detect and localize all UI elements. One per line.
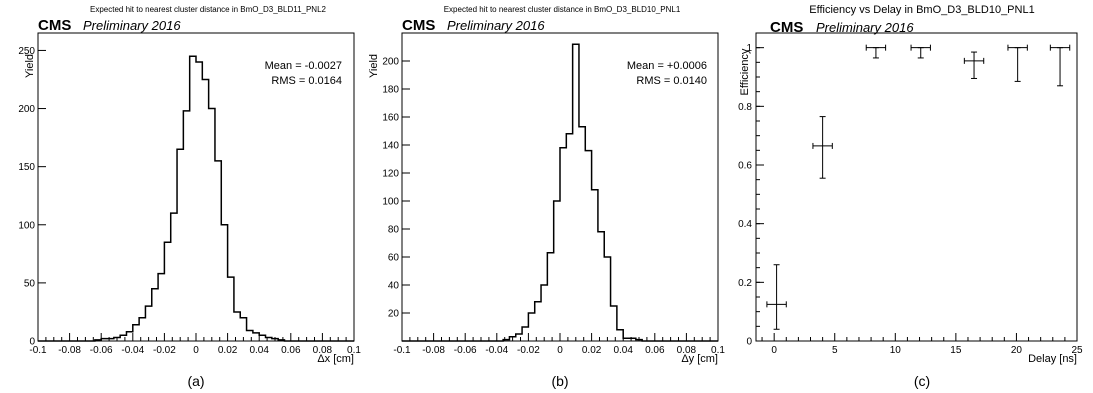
panel-b-status: Preliminary 2016 <box>447 18 545 33</box>
b-y-tick-label: 120 <box>382 169 399 180</box>
a-x-tick-label: -0.08 <box>58 345 81 356</box>
b-y-tick-label: 40 <box>388 281 400 292</box>
b-y-tick-label: 60 <box>388 253 400 264</box>
b-x-tick-label: 0.08 <box>677 345 697 356</box>
a-x-tick-label: 0.02 <box>218 345 238 356</box>
a-y-tick-label: 250 <box>18 46 35 57</box>
panel-c-caption: (c) <box>914 373 930 389</box>
panel-a-rms: RMS = 0.0164 <box>271 75 342 87</box>
b-y-tick-label: 80 <box>388 225 400 236</box>
c-x-tick-label: 25 <box>1071 345 1083 356</box>
a-y-tick-label: 150 <box>18 162 35 173</box>
panel-c: Efficiency vs Delay in BmO_D3_BLD10_PNL1… <box>738 4 1083 389</box>
a-x-tick-label: -0.04 <box>121 345 144 356</box>
a-x-tick-label: 0.1 <box>347 345 361 356</box>
c-x-tick-label: 10 <box>890 345 902 356</box>
panel-a-y-ticks: 0 50 100 150 200 250 <box>18 46 46 348</box>
b-x-tick-label: 0.06 <box>645 345 665 356</box>
a-y-tick-label: 50 <box>24 278 36 289</box>
a-x-tick-label: 0.06 <box>281 345 301 356</box>
data-point <box>963 51 985 79</box>
b-x-tick-label: 0.04 <box>613 345 633 356</box>
a-x-tick-label: -0.06 <box>90 345 113 356</box>
panel-b-caption: (b) <box>551 373 568 389</box>
panel-b-title: Expected hit to nearest cluster distance… <box>444 5 681 14</box>
b-x-tick-label: -0.02 <box>517 345 540 356</box>
panel-a-ylabel: Yield <box>24 54 36 78</box>
panel-a-title: Expected hit to nearest cluster distance… <box>90 5 327 14</box>
panel-a: Expected hit to nearest cluster distance… <box>18 5 361 389</box>
b-y-tick-label: 200 <box>382 57 399 68</box>
b-x-tick-label: -0.1 <box>393 345 411 356</box>
panel-b-x-ticks: -0.1 -0.08 -0.06 -0.04 -0.02 0 0.02 0.04 0.06 0.0… <box>393 333 725 356</box>
panel-b: Expected hit to nearest cluster distance… <box>368 5 725 389</box>
b-x-tick-label: -0.04 <box>485 345 508 356</box>
panel-b-rms: RMS = 0.0140 <box>636 75 707 87</box>
panel-c-ylabel: Efficiency <box>739 48 751 95</box>
data-point <box>1007 44 1028 82</box>
panel-a-caption: (a) <box>187 373 204 389</box>
b-x-tick-label: 0 <box>557 345 563 356</box>
b-y-tick-label: 20 <box>388 309 400 320</box>
a-x-tick-label: 0.08 <box>313 345 333 356</box>
c-x-tick-label: 15 <box>950 345 962 356</box>
c-y-tick-label: 0.6 <box>738 161 752 172</box>
panel-c-title: Efficiency vs Delay in BmO_D3_BLD10_PNL1 <box>809 4 1034 16</box>
b-y-tick-label: 140 <box>382 141 399 152</box>
data-point <box>865 44 887 59</box>
data-point <box>812 116 833 179</box>
panel-a-x-ticks: -0.1 -0.08 -0.06 -0.04 -0.02 0 0.02 0.04 0.06 0.0… <box>29 333 361 356</box>
panel-a-histogram <box>38 55 354 342</box>
a-x-tick-label: -0.1 <box>29 345 47 356</box>
panel-c-points <box>766 44 1071 330</box>
data-point <box>766 264 787 330</box>
data-point <box>1049 44 1071 87</box>
panel-b-ylabel: Yield <box>368 54 380 78</box>
a-x-tick-label: 0.04 <box>249 345 269 356</box>
b-x-tick-label: 0.02 <box>582 345 602 356</box>
c-x-tick-label: 5 <box>832 345 838 356</box>
b-y-tick-label: 180 <box>382 85 399 96</box>
panel-b-experiment: CMS <box>402 17 435 34</box>
panel-c-frame <box>755 32 1078 342</box>
a-x-tick-label: 0 <box>193 345 199 356</box>
b-x-tick-label: 0.1 <box>711 345 725 356</box>
panel-a-status: Preliminary 2016 <box>83 18 181 33</box>
data-point <box>910 44 931 59</box>
panel-c-experiment: CMS <box>770 19 803 36</box>
panel-b-xlabel: Δy [cm] <box>681 353 718 365</box>
c-y-tick-label: 0 <box>746 337 752 348</box>
panel-a-xlabel: Δx [cm] <box>317 353 354 365</box>
b-y-tick-label: 100 <box>382 197 399 208</box>
panel-c-y-ticks: 0 0.2 0.4 0.6 0.8 1 <box>738 43 764 348</box>
panel-a-mean: Mean = -0.0027 <box>265 60 342 72</box>
b-x-tick-label: -0.06 <box>454 345 477 356</box>
panel-b-y-ticks: 20 40 60 80 100 120 140 160 180 200 <box>382 57 410 320</box>
b-x-tick-label: -0.08 <box>422 345 445 356</box>
panel-b-mean: Mean = +0.0006 <box>627 60 707 72</box>
panel-b-histogram <box>402 43 718 342</box>
c-y-tick-label: 0.2 <box>738 278 752 289</box>
a-y-tick-label: 100 <box>18 220 35 231</box>
c-x-tick-label: 20 <box>1011 345 1023 356</box>
c-y-tick-label: 0.4 <box>738 219 752 230</box>
panel-a-experiment: CMS <box>38 17 71 34</box>
a-y-tick-label: 200 <box>18 104 35 115</box>
a-x-tick-label: -0.02 <box>153 345 176 356</box>
a-y-tick-label: 0 <box>29 337 35 348</box>
c-x-tick-label: 0 <box>771 345 777 356</box>
c-y-tick-label: 0.8 <box>738 102 752 113</box>
b-y-tick-label: 160 <box>382 113 399 124</box>
panel-c-x-ticks: 0 5 10 15 20 25 <box>761 333 1083 356</box>
c-y-tick-label: 1 <box>746 43 752 54</box>
panel-c-xlabel: Delay [ns] <box>1028 353 1077 365</box>
panel-c-status: Preliminary 2016 <box>816 20 914 35</box>
